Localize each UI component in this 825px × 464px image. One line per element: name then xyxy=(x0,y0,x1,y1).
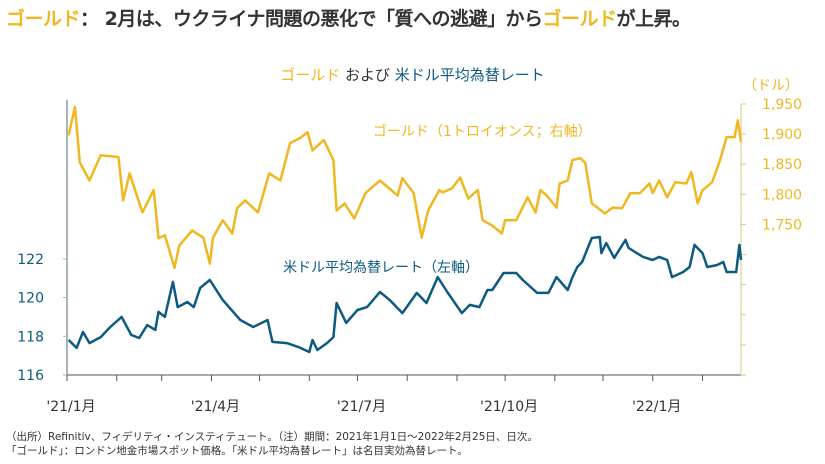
right-tick-label: 1,750 xyxy=(762,217,802,233)
right-tick-label: 1,800 xyxy=(762,187,802,203)
x-tick-label: '21/7月 xyxy=(337,399,386,415)
right-tick-label: 1,850 xyxy=(762,157,802,173)
source-note: （出所）Refinitiv、フィデリティ・インスティテュート。（注）期間：202… xyxy=(6,431,538,443)
dollar-index-line xyxy=(67,235,743,354)
headline: ゴールド： 2月は、ウクライナ問題の悪化で「質への逃避」からゴールドが上昇。 xyxy=(6,4,691,31)
chart-title-dollar: 米ドル平均為替レート xyxy=(394,66,545,84)
notes: （出所）Refinitiv、フィデリティ・インスティテュート。（注）期間：202… xyxy=(6,430,538,458)
right-tick-label: 1,950 xyxy=(762,97,802,113)
chart-title: ゴールド および 米ドル平均為替レート xyxy=(0,64,825,85)
legend-gold: ゴールド（1トロイオンス；右軸） xyxy=(373,123,592,140)
x-tick-label: '21/10月 xyxy=(480,399,538,415)
chart-title-gold: ゴールド xyxy=(280,66,341,84)
chart-title-and: および xyxy=(340,66,395,84)
right-axis-unit: （ドル） xyxy=(743,78,799,94)
gold-line xyxy=(67,105,743,270)
left-tick-label: 116 xyxy=(17,368,44,384)
left-tick-label: 122 xyxy=(17,252,44,268)
legend-dollar: 米ドル平均為替レート（左軸） xyxy=(283,260,479,276)
left-tick-label: 118 xyxy=(17,329,44,345)
x-tick-label: '22/1月 xyxy=(632,399,681,415)
definition-note: 「ゴールド」：ロンドン地金市場スポット価格。「米ドル平均為替レート」は名目実効為… xyxy=(6,445,468,457)
headline-gold-1: ゴールド xyxy=(6,8,81,30)
x-tick-label: '21/1月 xyxy=(46,399,95,415)
axes: '21/1月 '21/4月 '21/7月 '21/10月 '22/1月 116 118 120… xyxy=(17,97,802,415)
headline-text-2: が上昇。 xyxy=(616,8,692,30)
x-tick-label: '21/4月 xyxy=(191,399,240,415)
headline-gold-2: ゴールド xyxy=(542,8,617,30)
headline-text-1: ： 2月は、ウクライナ問題の悪化で「質への逃避」から xyxy=(80,8,543,30)
series-lines xyxy=(67,105,743,354)
left-tick-label: 120 xyxy=(17,291,44,307)
right-tick-label: 1,900 xyxy=(762,127,802,143)
